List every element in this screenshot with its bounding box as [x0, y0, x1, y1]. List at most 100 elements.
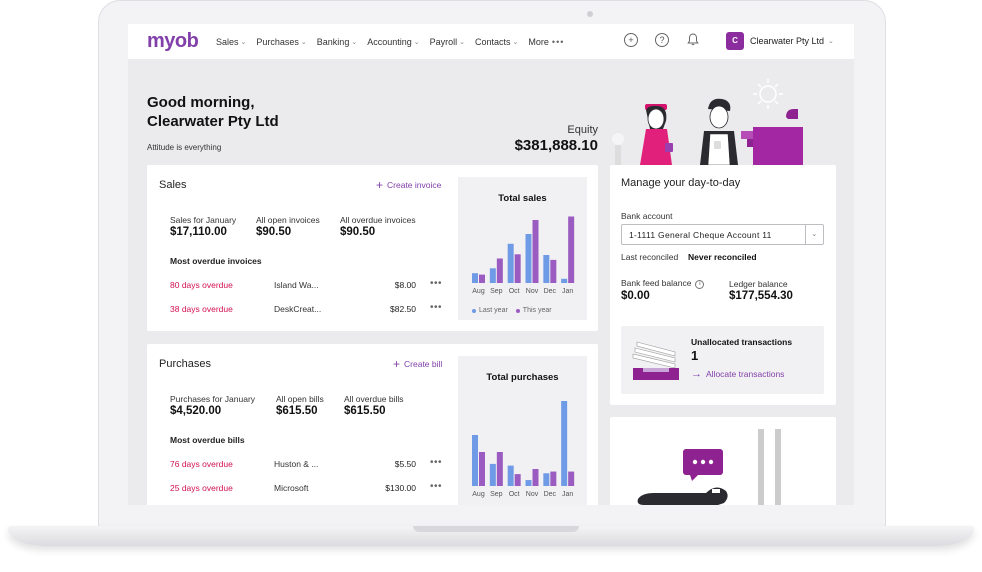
company-avatar: C	[726, 32, 744, 50]
chart-title: Total sales	[498, 193, 547, 204]
chevron-down-icon: ⌄	[459, 38, 465, 46]
help-icon[interactable]: ?	[655, 33, 669, 47]
x-tick-label: Aug	[472, 288, 485, 295]
x-tick-label: Sep	[490, 288, 503, 295]
company-switcher[interactable]: C Clearwater Pty Ltd ⌄	[726, 32, 834, 50]
bell-icon[interactable]	[686, 33, 700, 47]
stat-label: All overdue bills	[344, 394, 404, 404]
x-tick-label: Oct	[509, 288, 520, 295]
chart-bar	[525, 480, 532, 486]
nav-item-more[interactable]: More •••	[528, 36, 565, 47]
tagline: Attitude is everything	[147, 143, 222, 152]
x-tick-label: Jan	[562, 288, 573, 295]
chart-bar	[489, 268, 496, 283]
chart-bar	[496, 258, 503, 283]
x-tick-label: Jan	[562, 491, 573, 498]
chart-bar	[550, 259, 557, 283]
chart-bar	[479, 274, 485, 283]
last-reconciled-value: Never reconciled	[688, 252, 757, 262]
bank-feed-label: Bank feed balance i	[621, 278, 705, 289]
info-icon[interactable]: i	[695, 280, 705, 289]
chart-bar	[514, 474, 521, 486]
last-reconciled-label: Last reconciled	[621, 252, 679, 262]
chart-bar	[489, 463, 496, 486]
chevron-down-icon[interactable]: ⌄	[805, 225, 823, 244]
greeting-line: Good morning,	[147, 94, 255, 111]
chart-bar	[472, 273, 478, 283]
supplier-name: Huston & ...	[274, 459, 319, 469]
chart-bar	[479, 452, 485, 486]
chart-legend: Last year This year	[472, 307, 552, 314]
chart-bar	[525, 234, 532, 283]
equity-value: $381,888.10	[514, 137, 598, 154]
chart-bar	[550, 471, 557, 486]
overdue-title: Most overdue bills	[170, 435, 245, 445]
more-options-icon[interactable]: •••	[430, 457, 443, 468]
supplier-name: Microsoft	[274, 483, 309, 493]
amount: $130.00	[385, 483, 416, 493]
purchases-chart-panel: Total purchases Aug Sep Oct Nov Dec Jan	[458, 356, 587, 505]
camera-icon	[587, 11, 593, 17]
nav-item-payroll[interactable]: Payroll ⌄	[429, 36, 465, 47]
man-figure	[700, 98, 738, 165]
sales-chart: Aug Sep Oct Nov Dec Jan	[472, 216, 575, 295]
overdue-status[interactable]: 80 days overdue	[170, 280, 233, 290]
chevron-down-icon: ⌄	[300, 38, 307, 46]
amount: $5.50	[394, 459, 416, 469]
dog-chat-illustration	[637, 429, 781, 505]
nav-item-sales[interactable]: Sales ⌄	[216, 36, 247, 47]
myob-logo[interactable]: myob	[147, 30, 199, 52]
bank-feed-value: $0.00	[621, 290, 650, 302]
amount: $8.00	[394, 280, 416, 290]
plus-icon: +	[393, 357, 401, 371]
overdue-status[interactable]: 76 days overdue	[170, 459, 233, 469]
nav-item-accounting[interactable]: Accounting ⌄	[367, 36, 420, 47]
x-tick-label: Aug	[472, 491, 485, 498]
stat-label: Sales for January	[170, 215, 237, 225]
sun-icon	[753, 79, 783, 109]
create-invoice-button[interactable]: + Create invoice	[376, 178, 442, 192]
stat-value: $90.50	[340, 226, 376, 238]
add-icon[interactable]: +	[624, 33, 638, 47]
nav-item-purchases[interactable]: Purchases ⌄	[256, 36, 307, 47]
ledger-label: Ledger balance	[729, 279, 788, 289]
purchases-chart: Aug Sep Oct Nov Dec Jan	[472, 401, 575, 498]
chart-bar	[532, 469, 539, 486]
purchases-card: Purchases + Create bill Purchases for Jan…	[147, 344, 598, 505]
chart-bar	[532, 220, 539, 283]
bank-account-select[interactable]: 1-1111 General Cheque Account 11 ⌄	[621, 224, 824, 245]
chevron-down-icon: ⌄	[512, 38, 519, 46]
legend-dot	[515, 308, 520, 313]
overdue-title: Most overdue invoices	[170, 256, 262, 266]
chart-bar	[514, 254, 521, 283]
chart-title: Total purchases	[486, 372, 559, 383]
legend-dot	[472, 308, 476, 313]
x-tick-label: Nov	[526, 491, 539, 498]
nav-item-contacts[interactable]: Contacts ⌄	[475, 36, 519, 47]
more-options-icon[interactable]: •••	[430, 278, 443, 289]
nav-item-banking[interactable]: Banking ⌄	[316, 36, 358, 47]
chart-bar	[472, 435, 478, 486]
plus-icon: +	[376, 178, 384, 192]
more-options-icon[interactable]: •••	[430, 481, 443, 492]
x-tick-label: Dec	[544, 288, 557, 295]
more-options-icon[interactable]: •••	[430, 302, 443, 313]
overdue-status[interactable]: 25 days overdue	[170, 483, 233, 493]
overdue-status[interactable]: 38 days overdue	[170, 304, 233, 314]
x-tick-label: Nov	[526, 288, 539, 295]
x-tick-label: Sep	[490, 491, 503, 498]
create-bill-button[interactable]: + Create bill	[393, 357, 443, 371]
chart-bar	[507, 465, 514, 486]
chart-bar	[543, 473, 550, 486]
company-name: Clearwater Pty Ltd	[750, 36, 825, 46]
top-nav: myob Sales ⌄ Purchases ⌄ Banking ⌄ Accounti…	[128, 24, 854, 59]
laptop-notch	[413, 526, 579, 532]
day-to-day-card: Manage your day-to-day Bank account 1-11…	[610, 165, 836, 405]
customer-name: DeskCreat...	[274, 304, 322, 314]
nav-icons: + ?	[624, 33, 700, 47]
laptop-base	[8, 526, 974, 546]
app-screen: myob Sales ⌄ Purchases ⌄ Banking ⌄ Accounti…	[128, 24, 854, 505]
sales-title: Sales	[159, 179, 187, 191]
allocate-transactions-link[interactable]: → Allocate transactions	[691, 368, 785, 380]
purchases-title: Purchases	[159, 358, 211, 370]
